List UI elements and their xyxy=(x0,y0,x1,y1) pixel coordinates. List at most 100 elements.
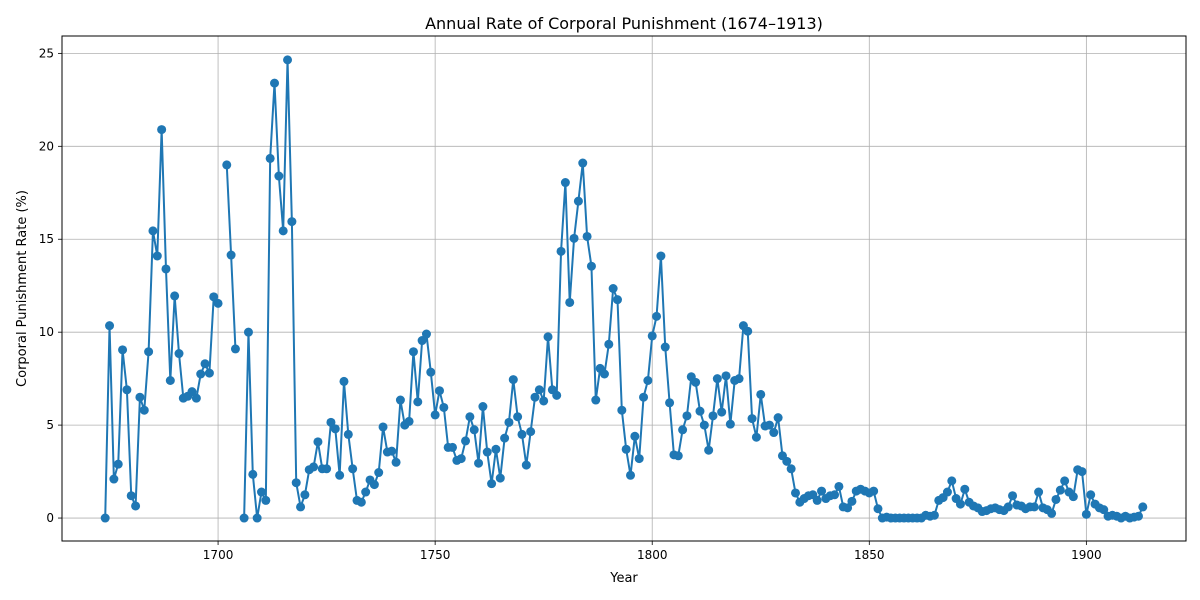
data-point xyxy=(604,339,614,349)
data-point xyxy=(682,411,692,421)
y-tick-label: 25 xyxy=(39,46,54,60)
data-point xyxy=(1008,491,1018,501)
data-point xyxy=(239,513,249,523)
data-point xyxy=(495,473,505,483)
x-axis-label: Year xyxy=(609,571,638,586)
y-tick-label: 5 xyxy=(46,418,54,432)
data-point xyxy=(1047,508,1057,518)
data-point xyxy=(417,336,427,346)
data-point xyxy=(942,487,952,497)
data-point xyxy=(296,502,306,512)
data-point xyxy=(869,486,879,496)
data-point xyxy=(847,496,857,506)
data-point xyxy=(586,261,596,271)
data-point xyxy=(256,487,266,497)
y-axis-label: Corporal Punishment Rate (%) xyxy=(15,190,30,387)
data-point xyxy=(660,342,670,352)
data-point xyxy=(695,406,705,416)
data-point xyxy=(300,490,310,500)
data-point xyxy=(630,431,640,441)
data-point xyxy=(361,487,371,497)
data-point xyxy=(330,424,340,434)
data-point xyxy=(148,226,158,236)
data-point xyxy=(764,420,774,430)
data-point xyxy=(413,397,423,407)
data-point xyxy=(773,413,783,423)
data-point xyxy=(743,326,753,336)
data-point xyxy=(461,436,471,446)
data-point xyxy=(599,369,609,379)
data-point xyxy=(487,479,497,489)
data-point xyxy=(135,392,145,402)
data-point xyxy=(665,398,675,408)
data-point xyxy=(769,428,779,438)
data-point xyxy=(608,284,618,293)
data-point xyxy=(699,420,709,430)
data-point xyxy=(639,392,649,402)
data-point xyxy=(1051,494,1061,504)
data-point xyxy=(339,376,349,386)
data-point xyxy=(560,178,570,188)
data-point xyxy=(534,385,544,395)
data-point xyxy=(287,217,297,227)
data-point xyxy=(526,427,536,437)
data-point xyxy=(426,367,436,377)
data-point xyxy=(1138,502,1148,512)
data-point xyxy=(374,468,384,478)
data-point xyxy=(378,422,388,432)
data-point xyxy=(243,327,253,337)
data-point xyxy=(421,329,431,339)
y-tick-label: 20 xyxy=(39,139,54,153)
data-point xyxy=(621,444,631,454)
data-point xyxy=(439,402,449,412)
data-point xyxy=(456,454,466,464)
data-point xyxy=(830,490,840,500)
data-point xyxy=(261,495,271,505)
data-point xyxy=(834,481,844,491)
data-point xyxy=(1060,476,1070,486)
data-point xyxy=(1081,509,1091,519)
data-point xyxy=(309,462,319,472)
data-point xyxy=(539,396,549,406)
data-point xyxy=(500,433,510,443)
x-tick-label: 1700 xyxy=(203,548,234,562)
data-point xyxy=(100,513,110,523)
data-point xyxy=(265,153,275,163)
data-point xyxy=(335,470,345,480)
data-point xyxy=(517,429,527,439)
data-point xyxy=(521,460,531,470)
data-point xyxy=(226,250,236,260)
data-point xyxy=(612,295,622,305)
data-point xyxy=(582,231,592,241)
data-point xyxy=(322,464,332,474)
data-point xyxy=(157,125,167,135)
data-point xyxy=(434,386,444,396)
data-point xyxy=(634,454,644,464)
data-point xyxy=(270,78,280,88)
plot-area-background xyxy=(62,36,1186,541)
data-point xyxy=(395,395,405,405)
x-tick-label: 1900 xyxy=(1071,548,1102,562)
data-point xyxy=(278,226,288,236)
data-point xyxy=(1068,492,1078,502)
data-point xyxy=(326,417,336,427)
data-point xyxy=(109,474,119,484)
data-point xyxy=(283,55,293,65)
data-point xyxy=(647,331,657,341)
data-point xyxy=(626,470,636,480)
data-point xyxy=(408,347,418,357)
data-point xyxy=(569,233,579,243)
data-point xyxy=(573,196,583,206)
data-point xyxy=(482,447,492,457)
data-point xyxy=(817,486,827,496)
y-axis-ticks: 0 5 10 15 20 25 xyxy=(39,46,62,525)
data-point xyxy=(712,374,722,384)
data-point xyxy=(139,405,149,415)
data-point xyxy=(565,297,575,307)
data-point xyxy=(643,376,653,385)
data-point xyxy=(404,416,414,426)
data-point xyxy=(170,291,180,301)
data-point xyxy=(387,446,397,456)
data-point xyxy=(126,491,136,501)
